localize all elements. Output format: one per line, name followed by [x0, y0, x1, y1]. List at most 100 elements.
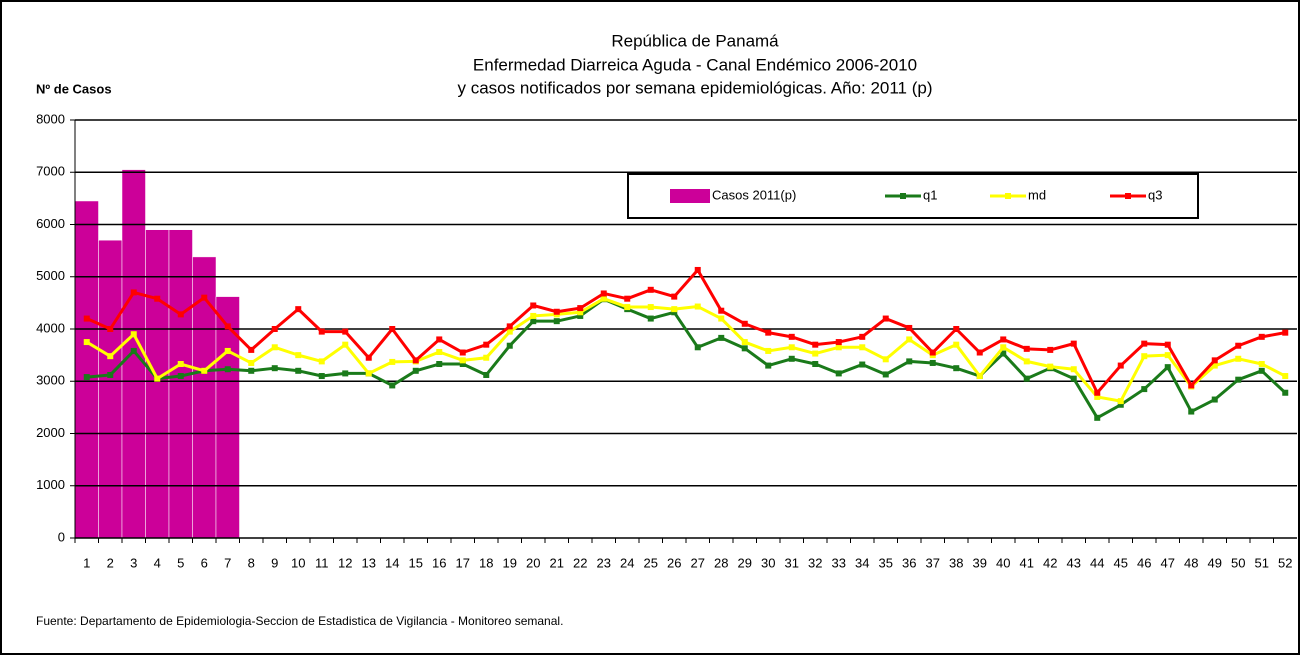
marker: [741, 320, 748, 327]
y-tick-label: 1000: [36, 477, 65, 492]
marker: [389, 382, 396, 389]
marker: [1141, 353, 1148, 360]
marker: [976, 349, 983, 356]
marker: [812, 341, 819, 348]
bar: [168, 229, 193, 539]
x-tick-label: 27: [691, 555, 705, 570]
marker: [1000, 344, 1007, 351]
x-tick-label: 23: [597, 555, 611, 570]
marker: [1235, 355, 1242, 362]
x-tick-label: 51: [1255, 555, 1269, 570]
marker: [412, 367, 419, 374]
marker: [647, 286, 654, 293]
marker: [1211, 396, 1218, 403]
marker: [389, 358, 396, 365]
y-tick-label: 0: [58, 529, 65, 544]
marker: [835, 339, 842, 346]
marker: [577, 312, 584, 319]
marker: [318, 328, 325, 335]
x-tick-label: 11: [315, 555, 329, 570]
marker: [1258, 367, 1265, 374]
x-tick-label: 48: [1184, 555, 1198, 570]
marker: [812, 361, 819, 368]
x-tick-label: 32: [808, 555, 822, 570]
legend-label: q3: [1148, 187, 1162, 202]
marker: [1141, 386, 1148, 393]
marker: [1282, 373, 1289, 380]
marker: [1117, 401, 1124, 408]
x-tick-label: 2: [107, 555, 114, 570]
marker: [201, 367, 208, 374]
marker: [976, 373, 983, 380]
marker: [882, 315, 889, 322]
marker: [1258, 333, 1265, 340]
x-tick-label: 12: [338, 555, 352, 570]
marker: [177, 311, 184, 318]
marker: [506, 328, 513, 335]
marker: [342, 341, 349, 348]
marker: [295, 352, 302, 359]
marker: [906, 358, 913, 365]
marker: [1164, 364, 1171, 371]
marker: [929, 349, 936, 356]
marker: [788, 355, 795, 362]
marker: [483, 371, 490, 378]
legend-label: Casos 2011(p): [712, 187, 796, 202]
marker: [83, 374, 90, 381]
marker: [365, 370, 372, 377]
marker: [624, 295, 631, 302]
x-tick-label: 24: [620, 555, 634, 570]
marker: [671, 309, 678, 316]
marker: [365, 354, 372, 361]
legend-swatch: [670, 189, 710, 203]
marker: [483, 341, 490, 348]
marker: [1070, 366, 1077, 373]
x-tick-label: 21: [550, 555, 564, 570]
marker: [741, 339, 748, 346]
marker: [1282, 389, 1289, 396]
marker: [530, 318, 537, 325]
marker: [1094, 393, 1101, 400]
marker: [671, 293, 678, 300]
marker: [83, 315, 90, 322]
marker: [1164, 352, 1171, 359]
title-line: República de Panamá: [611, 31, 779, 50]
x-tick-label: 36: [902, 555, 916, 570]
marker: [483, 354, 490, 361]
marker: [1141, 340, 1148, 347]
marker: [953, 365, 960, 372]
marker: [154, 375, 161, 382]
x-tick-label: 4: [154, 555, 161, 570]
marker: [600, 290, 607, 297]
marker: [1211, 357, 1218, 364]
marker: [647, 315, 654, 322]
y-tick-label: 7000: [36, 164, 65, 179]
line: [86, 268, 1286, 395]
marker: [248, 367, 255, 374]
marker: [107, 326, 114, 332]
marker: [1235, 342, 1242, 349]
legend-marker: [1125, 193, 1131, 199]
marker: [1258, 361, 1265, 368]
marker: [248, 359, 255, 366]
marker: [953, 341, 960, 348]
y-tick-label: 2000: [36, 425, 65, 440]
x-tick-label: 13: [362, 555, 376, 570]
x-tick-label: 41: [1020, 555, 1034, 570]
marker: [154, 295, 161, 302]
marker: [765, 347, 772, 354]
marker: [224, 366, 231, 373]
marker: [671, 306, 678, 313]
bar: [98, 239, 123, 539]
marker: [342, 328, 349, 335]
marker: [694, 303, 701, 310]
y-tick-label: 4000: [36, 320, 65, 335]
bar: [74, 200, 99, 539]
marker: [765, 329, 772, 336]
marker: [530, 312, 537, 319]
marker: [1023, 345, 1030, 352]
marker: [1070, 340, 1077, 347]
x-tick-label: 39: [973, 555, 987, 570]
marker: [624, 304, 631, 311]
legend-marker: [1005, 193, 1011, 199]
